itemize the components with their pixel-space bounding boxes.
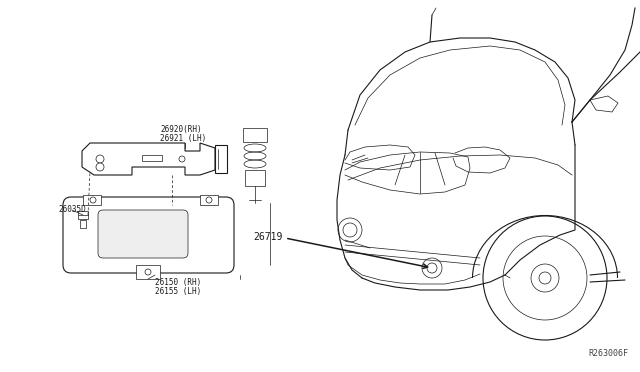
Circle shape (96, 163, 104, 171)
Polygon shape (215, 145, 227, 173)
Text: 26155 (LH): 26155 (LH) (155, 287, 201, 296)
FancyBboxPatch shape (98, 210, 188, 258)
FancyBboxPatch shape (63, 197, 234, 273)
Circle shape (343, 223, 357, 237)
Bar (245, 170, 265, 186)
Circle shape (179, 156, 185, 162)
Circle shape (206, 197, 212, 203)
Text: 26719: 26719 (253, 232, 282, 242)
Bar (200, 195, 218, 205)
Text: 26035D: 26035D (58, 205, 86, 215)
Circle shape (539, 272, 551, 284)
Circle shape (503, 236, 587, 320)
Circle shape (145, 269, 151, 275)
Circle shape (338, 218, 362, 242)
Text: 26150 (RH): 26150 (RH) (155, 278, 201, 287)
Circle shape (90, 197, 96, 203)
Bar (243, 128, 267, 142)
Circle shape (427, 263, 437, 273)
Bar (136, 265, 160, 279)
Text: 26920(RH): 26920(RH) (160, 125, 202, 134)
Text: R263006F: R263006F (588, 349, 628, 358)
Circle shape (96, 155, 104, 163)
Circle shape (531, 264, 559, 292)
Bar (83, 195, 101, 205)
Circle shape (483, 216, 607, 340)
Bar (142, 155, 162, 161)
Bar (80, 220, 86, 228)
Polygon shape (82, 143, 215, 175)
Text: 26921 (LH): 26921 (LH) (160, 134, 206, 143)
Circle shape (422, 258, 442, 278)
Bar (78, 211, 88, 219)
